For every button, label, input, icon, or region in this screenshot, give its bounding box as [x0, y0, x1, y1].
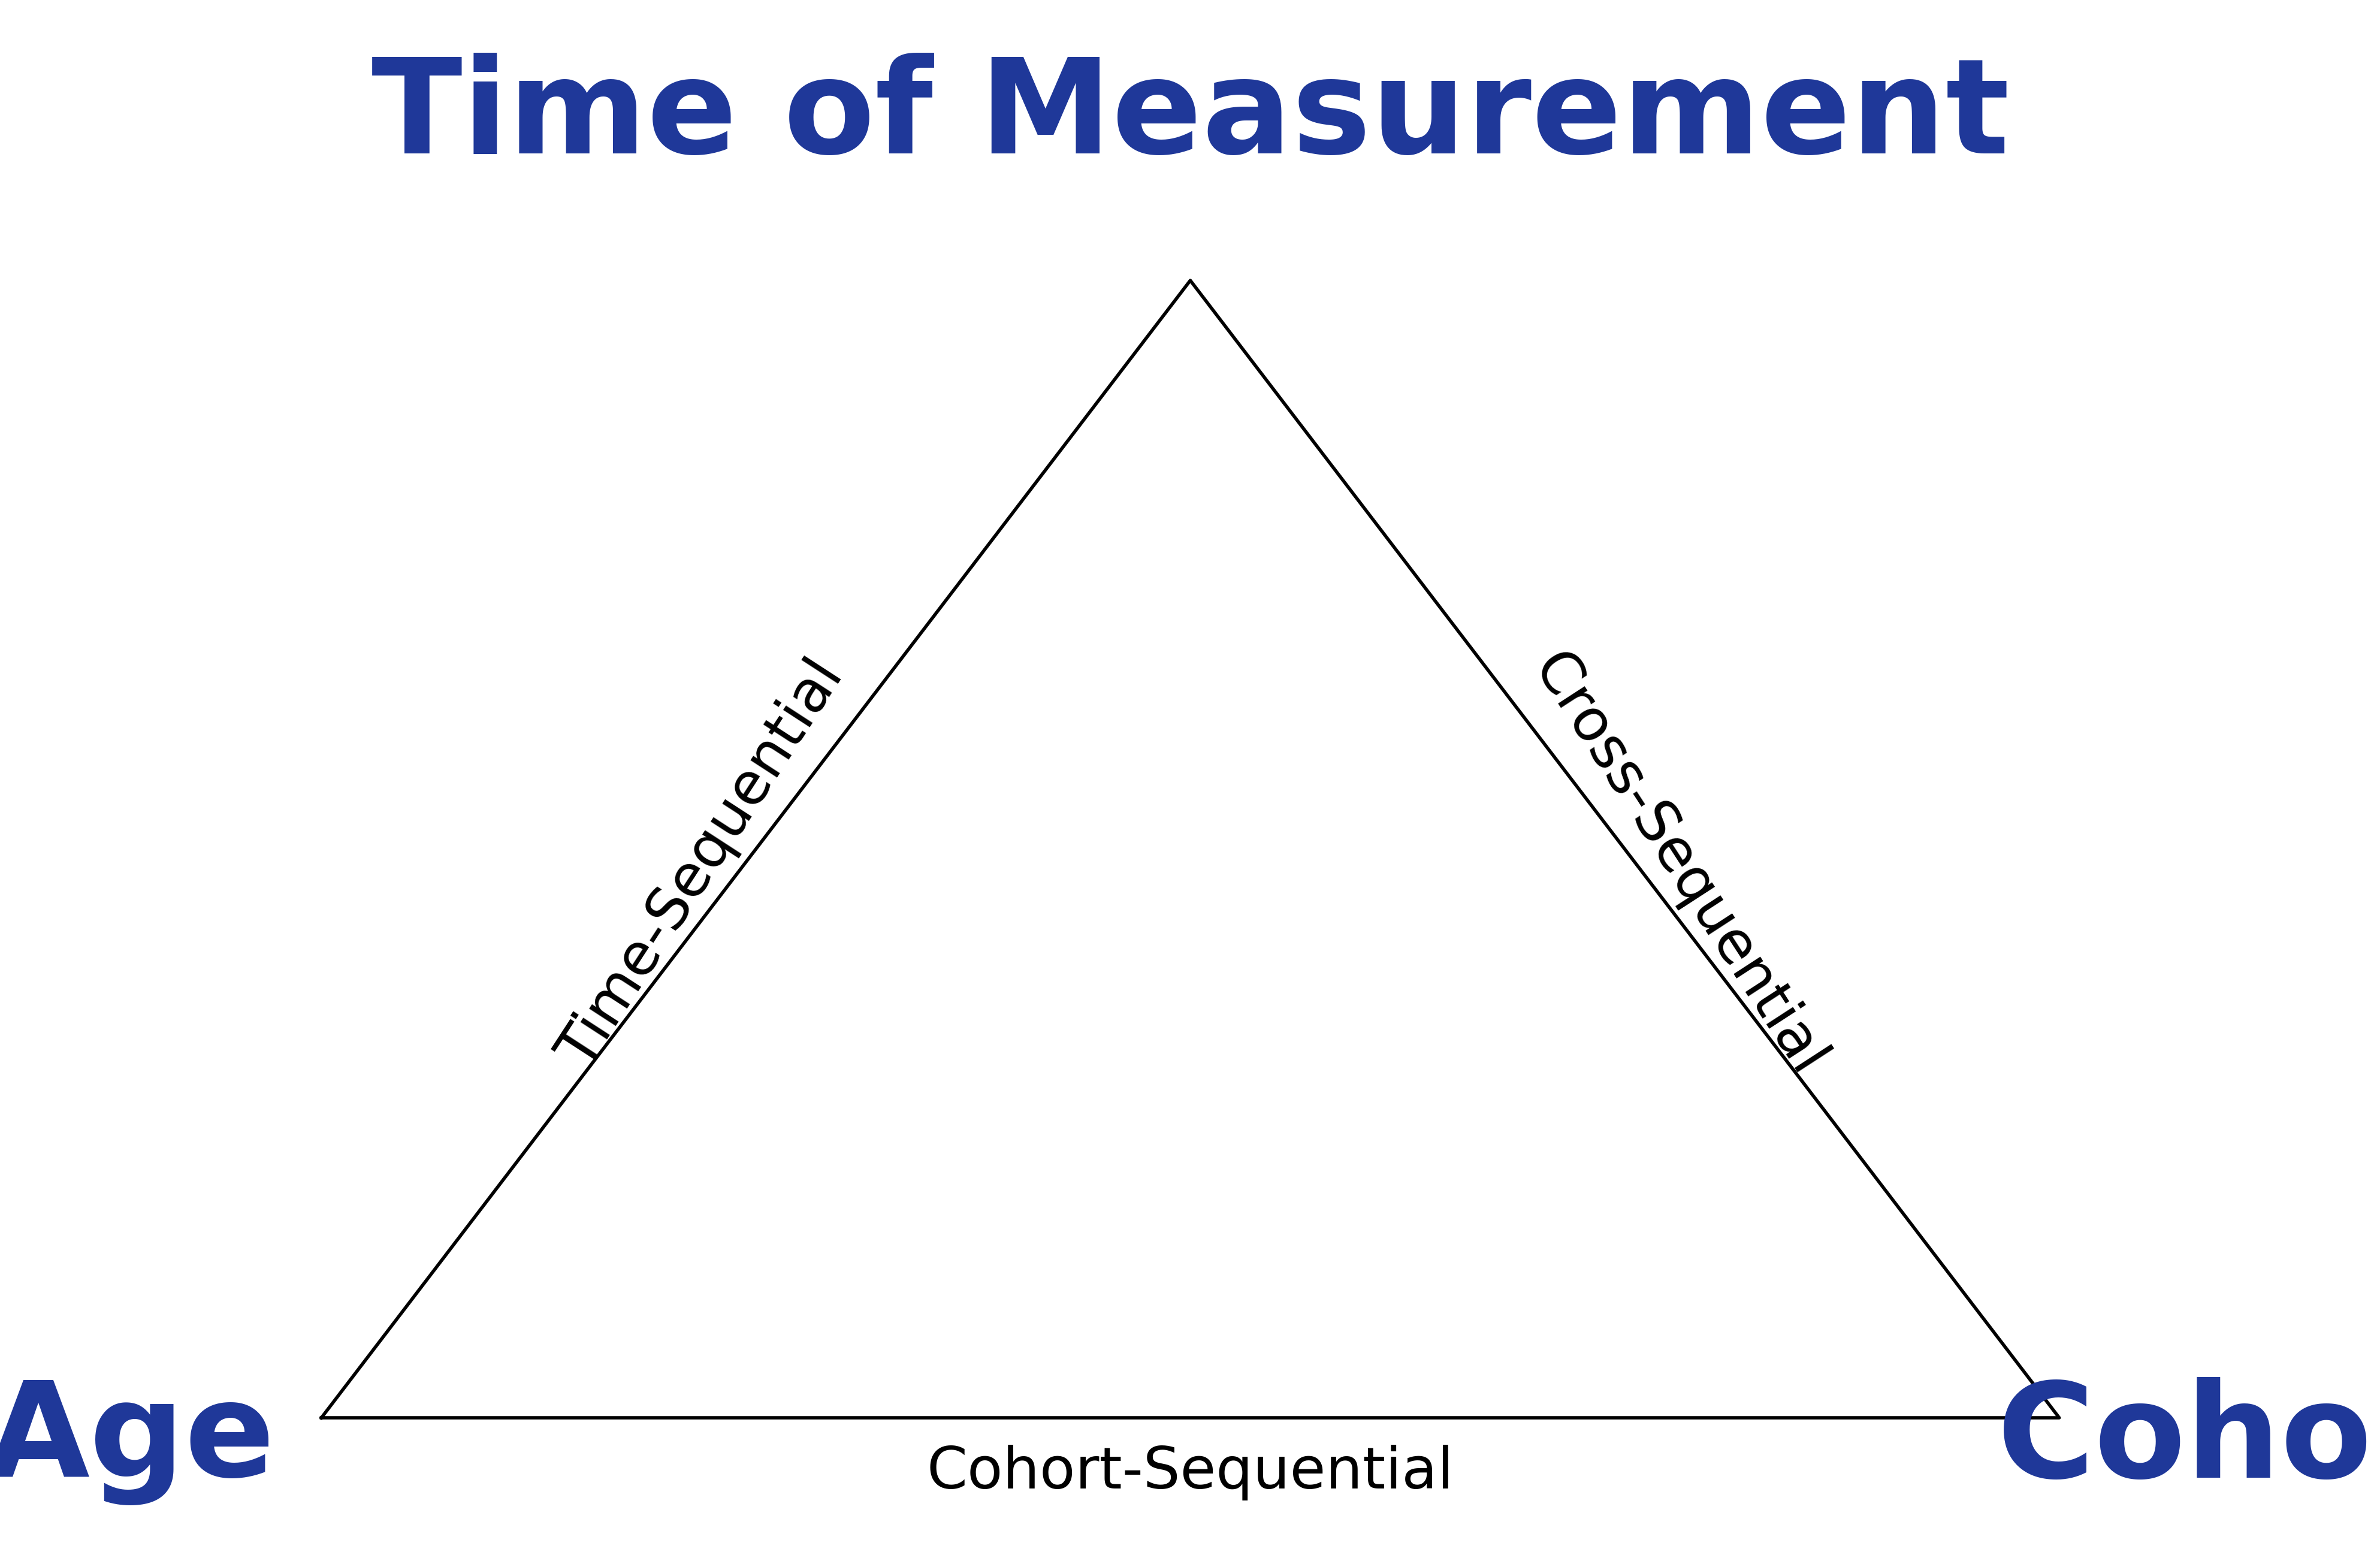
Text: Time of Measurement: Time of Measurement — [371, 53, 2009, 181]
Text: Cohort-Sequential: Cohort-Sequential — [926, 1444, 1454, 1500]
Text: Time-Sequential: Time-Sequential — [550, 651, 854, 1078]
Text: Age: Age — [0, 1377, 276, 1505]
Text: Cross-Sequential: Cross-Sequential — [1521, 643, 1835, 1086]
Text: Cohort: Cohort — [1997, 1377, 2380, 1505]
